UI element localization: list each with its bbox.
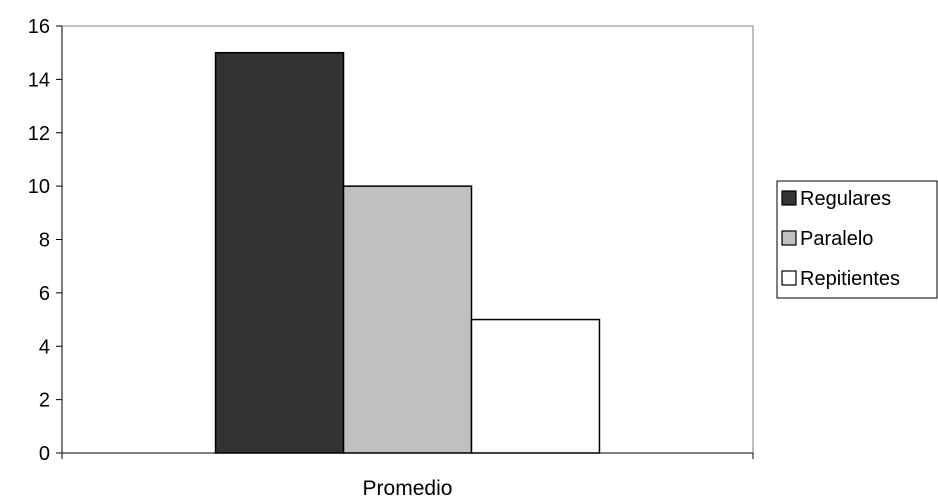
- y-tick-label: 4: [39, 336, 50, 358]
- y-tick-label: 8: [39, 230, 50, 252]
- legend-label-repitientes: Repitientes: [800, 268, 900, 290]
- y-tick-label: 10: [28, 176, 50, 198]
- y-tick-label: 12: [28, 123, 50, 145]
- y-tick-label: 16: [28, 16, 50, 38]
- y-tick-label: 2: [39, 390, 50, 412]
- x-category-label: Promedio: [363, 477, 453, 500]
- bar-repitientes: [470, 318, 601, 454]
- y-tick-label: 6: [39, 283, 50, 305]
- legend-swatch-paralelo: [781, 230, 797, 246]
- y-tick-label: 0: [39, 443, 50, 465]
- legend-swatch-regulares: [781, 190, 797, 206]
- bars: [214, 51, 601, 454]
- legend-box: [776, 180, 938, 299]
- bar-paralelo: [342, 185, 473, 454]
- bar-regulares: [214, 51, 345, 454]
- legend: Regulares Paralelo Repitientes: [776, 180, 938, 299]
- y-tick-label: 14: [28, 69, 50, 91]
- y-axis-ticks: 0 2 4 6 8 10 12 14 16: [28, 16, 62, 465]
- legend-label-regulares: Regulares: [800, 188, 891, 210]
- legend-label-paralelo: Paralelo: [800, 228, 873, 250]
- x-axis-ticks: Promedio: [61, 453, 754, 500]
- legend-swatch-repitientes: [781, 270, 797, 286]
